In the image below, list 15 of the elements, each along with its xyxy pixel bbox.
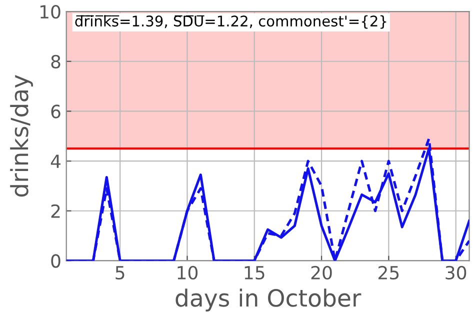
y-tick-label: 2 bbox=[51, 204, 60, 218]
x-tick-label: 15 bbox=[244, 266, 264, 280]
y-tick-label: 10 bbox=[40, 5, 60, 19]
y-tick-label: 4 bbox=[50, 154, 60, 168]
x-tick-label: 20 bbox=[311, 266, 332, 280]
annotation: d̅r̅i̅n̅k̅s̅=1.39, S̅D̅U̅=1.22, commonest'={2} bbox=[75, 15, 386, 29]
y-axis-title: drinks/day bbox=[10, 75, 33, 197]
x-tick-label: 10 bbox=[178, 266, 198, 280]
x-tick-label: 30 bbox=[446, 266, 466, 280]
y-tick-label: 0 bbox=[51, 254, 60, 268]
x-tick-label: 25 bbox=[378, 266, 399, 280]
y-tick-label: 8 bbox=[51, 54, 60, 68]
x-axis-title: days in October bbox=[176, 288, 362, 312]
x-tick-label: 5 bbox=[116, 266, 124, 280]
y-tick-label: 6 bbox=[51, 104, 60, 118]
